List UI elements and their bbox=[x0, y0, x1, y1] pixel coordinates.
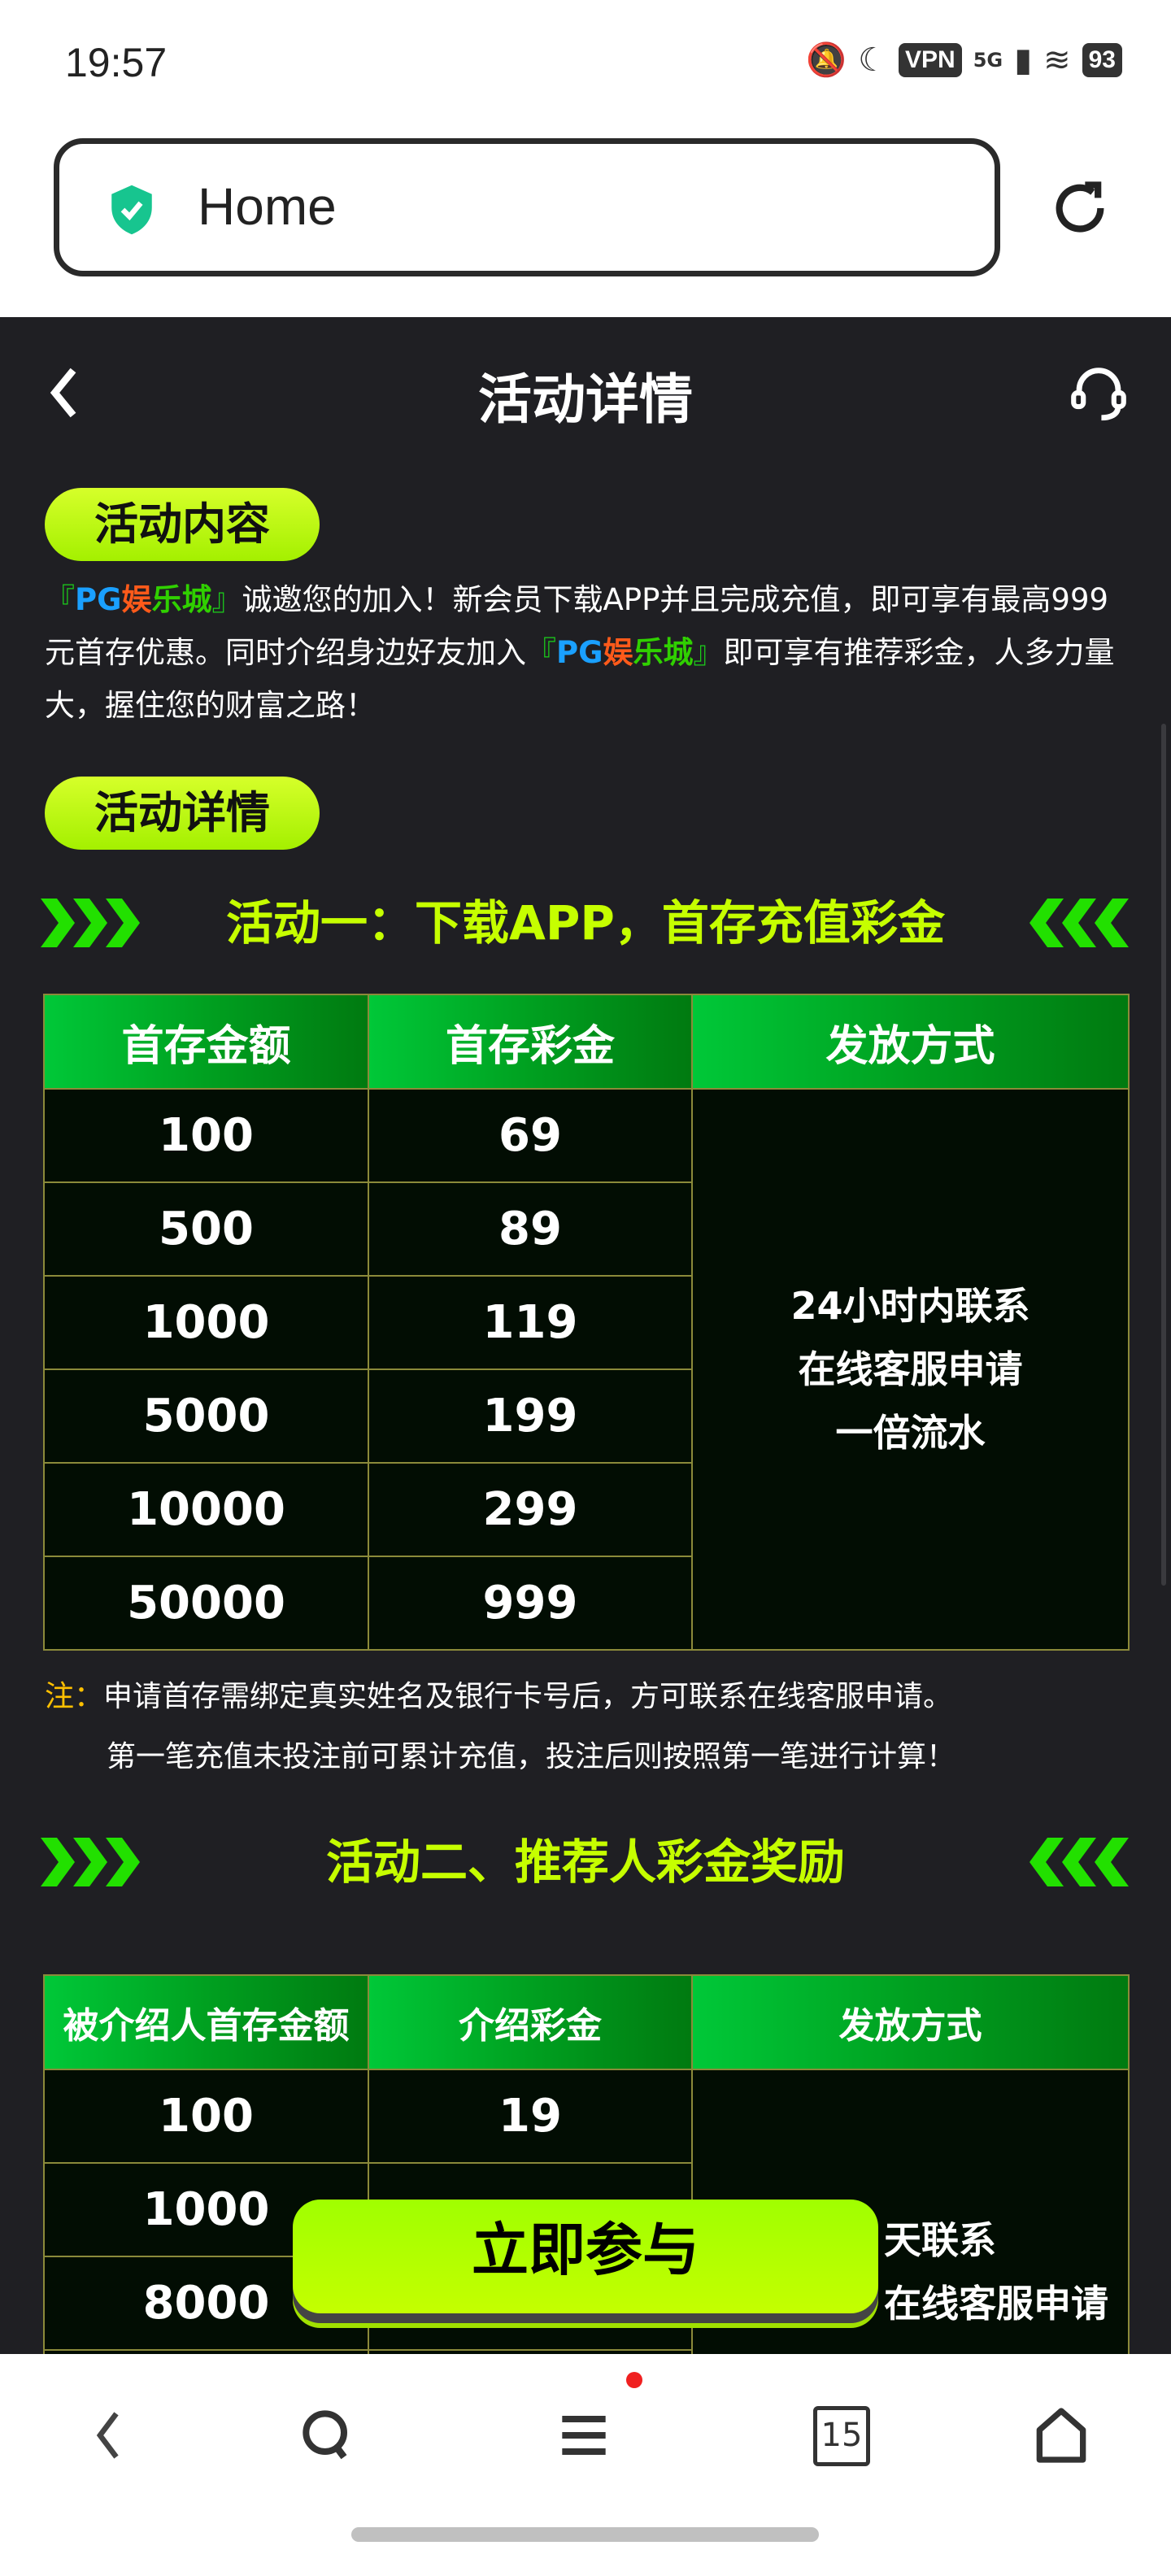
chevrons-left-icon bbox=[1030, 899, 1129, 947]
back-icon[interactable] bbox=[45, 364, 85, 421]
table-row: 100 19 天联系 在线客服申请 bbox=[43, 2069, 1130, 2354]
table-row: 500 89 bbox=[43, 1181, 1129, 1277]
home-indicator[interactable] bbox=[351, 2527, 819, 2542]
col-header: 被介绍人首存金额 bbox=[43, 1974, 369, 2070]
tabs-icon[interactable]: 15 bbox=[813, 2406, 870, 2466]
signal-icon: ▮ bbox=[1014, 41, 1033, 79]
col-header: 发放方式 bbox=[691, 994, 1130, 1090]
col-header: 介绍彩金 bbox=[368, 1974, 693, 2070]
intro-paragraph: 『PG娱乐城』诚邀您的加入！新会员下载APP并且完成充值，即可享有最高999元首… bbox=[45, 582, 1115, 723]
home-icon[interactable] bbox=[1029, 2403, 1094, 2468]
scrollbar[interactable] bbox=[1161, 724, 1166, 1586]
network-label: 5G bbox=[973, 48, 1003, 72]
refresh-icon[interactable] bbox=[1049, 177, 1111, 239]
table-row: 100 69 24小时内联系 在线客服申请 一倍流水 bbox=[43, 1088, 1130, 1651]
menu-icon[interactable] bbox=[551, 2403, 616, 2468]
col-header: 首存金额 bbox=[43, 994, 369, 1090]
activity1-table: 首存金额 首存彩金 发放方式 100 69 24小时内联系 在线客服申请 一倍流水 500… bbox=[43, 994, 1130, 1651]
mute-icon: 🔕 bbox=[806, 41, 847, 79]
table-row: 5000 199 bbox=[43, 1368, 1129, 1464]
method-cell: 24小时内联系 在线客服申请 一倍流水 bbox=[691, 1088, 1130, 1651]
section-pill-content: 活动内容 bbox=[45, 488, 320, 561]
back-icon[interactable] bbox=[76, 2403, 141, 2468]
chevrons-right-icon bbox=[41, 1838, 140, 1886]
status-time: 19:57 bbox=[65, 40, 168, 85]
join-button[interactable]: 立即参与 bbox=[293, 2200, 878, 2313]
col-header: 发放方式 bbox=[691, 1974, 1130, 2070]
headset-icon[interactable] bbox=[1065, 359, 1132, 426]
table-row bbox=[43, 2349, 1129, 2354]
url-text: Home bbox=[198, 177, 337, 236]
activity1-heading: 活动一：下载APP，首存充值彩金 bbox=[0, 890, 1171, 955]
table-row: 50000 999 bbox=[43, 1556, 1129, 1651]
search-icon[interactable] bbox=[295, 2403, 360, 2468]
browser-bottom-nav: 15 bbox=[0, 2354, 1171, 2576]
moon-icon: ☾ bbox=[858, 41, 887, 79]
notification-dot bbox=[626, 2372, 642, 2388]
chevrons-right-icon bbox=[41, 899, 140, 947]
activity1-title: 活动一：下载APP，首存充值彩金 bbox=[226, 895, 945, 951]
note: 注：申请首存需绑定真实姓名及银行卡号后，方可联系在线客服申请。 第一笔充值未投注… bbox=[45, 1680, 956, 1773]
activity2-heading: 活动二、推荐人彩金奖励 bbox=[0, 1830, 1171, 1895]
col-header: 首存彩金 bbox=[368, 994, 693, 1090]
chevrons-left-icon bbox=[1030, 1838, 1129, 1886]
section-pill-details: 活动详情 bbox=[45, 777, 320, 850]
page-title: 活动详情 bbox=[478, 368, 693, 431]
wifi-icon: ≋ bbox=[1043, 41, 1071, 79]
activity-page: 活动详情 活动内容 『PG娱乐城』诚邀您的加入！新会员下载APP并且完成充值，即… bbox=[0, 317, 1171, 2354]
table-row: 10000 299 bbox=[43, 1462, 1129, 1557]
status-bar: 19:57 🔕 ☾ VPN 5G ▮ ≋ 93 bbox=[0, 0, 1171, 130]
url-bar[interactable]: Home bbox=[54, 138, 1000, 276]
shield-check-icon bbox=[111, 185, 152, 235]
activity2-title: 活动二、推荐人彩金奖励 bbox=[325, 1834, 845, 1890]
status-icons: 🔕 ☾ VPN 5G ▮ ≋ 93 bbox=[806, 41, 1122, 79]
battery-icon: 93 bbox=[1082, 42, 1122, 77]
table-row: 1000 119 bbox=[43, 1275, 1129, 1370]
vpn-icon: VPN bbox=[899, 42, 962, 77]
